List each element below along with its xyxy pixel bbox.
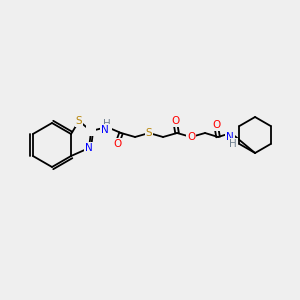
- Text: N: N: [226, 132, 234, 142]
- Text: O: O: [171, 116, 179, 126]
- Text: N: N: [85, 143, 93, 153]
- Text: C: C: [87, 125, 95, 135]
- Text: S: S: [146, 128, 152, 138]
- Text: H: H: [103, 119, 111, 129]
- Text: O: O: [187, 132, 195, 142]
- Text: S: S: [76, 116, 82, 126]
- Text: O: O: [212, 120, 220, 130]
- Text: N: N: [101, 125, 109, 135]
- Text: O: O: [113, 139, 121, 149]
- Text: H: H: [229, 139, 237, 149]
